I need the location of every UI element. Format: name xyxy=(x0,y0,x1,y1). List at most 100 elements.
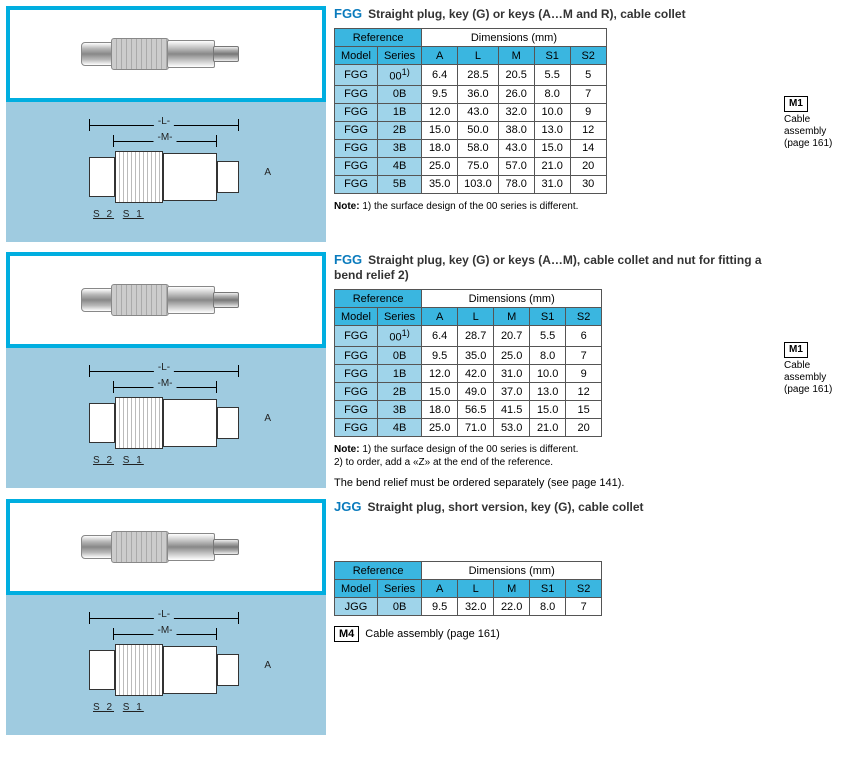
cell-value: 6 xyxy=(566,326,602,347)
cell-series: 0B xyxy=(377,85,421,103)
cell-value: 14 xyxy=(570,139,606,157)
cell-value: 6.4 xyxy=(422,65,458,86)
table-row: FGG4B25.075.057.021.020 xyxy=(335,157,607,175)
cell-value: 43.0 xyxy=(458,103,499,121)
cell-value: 43.0 xyxy=(498,139,534,157)
cell-value: 12.0 xyxy=(422,103,458,121)
table-row: FGG0B9.535.025.08.07 xyxy=(335,347,602,365)
table-row: FGG001)6.428.520.55.55 xyxy=(335,65,607,86)
cell-value: 32.0 xyxy=(458,598,494,616)
cell-value: 5.5 xyxy=(530,326,566,347)
cell-value: 9.5 xyxy=(422,347,458,365)
product-title: Straight plug, key (G) or keys (A…M), ca… xyxy=(334,253,762,282)
cell-model: FGG xyxy=(335,121,378,139)
cell-value: 10.0 xyxy=(534,103,570,121)
cell-value: 13.0 xyxy=(534,121,570,139)
assembly-tag: M1 xyxy=(784,342,808,358)
note: Note: 1) the surface design of the 00 se… xyxy=(334,443,778,469)
spec-table: ReferenceDimensions (mm)ModelSeriesALMS1… xyxy=(334,561,602,616)
th-dimcol: M xyxy=(494,308,530,326)
table-row: FGG001)6.428.720.75.56 xyxy=(335,326,602,347)
cell-value: 36.0 xyxy=(458,85,499,103)
cell-value: 15.0 xyxy=(422,383,458,401)
cell-model: FGG xyxy=(335,139,378,157)
th-dimensions: Dimensions (mm) xyxy=(422,290,602,308)
assembly-tag: M4 xyxy=(334,626,359,642)
cell-model: FGG xyxy=(335,419,378,437)
cell-value: 15.0 xyxy=(530,401,566,419)
cell-series: 2B xyxy=(377,383,421,401)
spec-table: ReferenceDimensions (mm)ModelSeriesALMS1… xyxy=(334,289,602,437)
table-row: FGG1B12.043.032.010.09 xyxy=(335,103,607,121)
cell-value: 35.0 xyxy=(422,175,458,193)
cell-value: 5 xyxy=(570,65,606,86)
cell-series: 001) xyxy=(377,65,421,86)
cell-value: 9.5 xyxy=(422,85,458,103)
product-title: Straight plug, key (G) or keys (A…M and … xyxy=(368,7,685,21)
connector-drawing: -L--M-AS 2 S 1 xyxy=(61,363,271,473)
cell-value: 7 xyxy=(566,598,602,616)
cell-value: 9.5 xyxy=(422,598,458,616)
cell-value: 22.0 xyxy=(494,598,530,616)
spec-table: ReferenceDimensions (mm)ModelSeriesALMS1… xyxy=(334,28,607,194)
cell-model: FGG xyxy=(335,326,378,347)
th-model: Model xyxy=(335,580,378,598)
connector-drawing: -L--M-AS 2 S 1 xyxy=(61,117,271,227)
cell-value: 32.0 xyxy=(498,103,534,121)
th-reference: Reference xyxy=(335,562,422,580)
table-row: FGG1B12.042.031.010.09 xyxy=(335,365,602,383)
assembly-tag: M1 xyxy=(784,96,808,112)
cell-value: 53.0 xyxy=(494,419,530,437)
cell-series: 1B xyxy=(377,103,421,121)
cell-value: 9 xyxy=(570,103,606,121)
cell-value: 12 xyxy=(566,383,602,401)
cell-series: 3B xyxy=(377,139,421,157)
cell-model: FGG xyxy=(335,65,378,86)
cell-value: 9 xyxy=(566,365,602,383)
cell-value: 15 xyxy=(566,401,602,419)
table-row: JGG0B9.532.022.08.07 xyxy=(335,598,602,616)
cell-series: 1B xyxy=(377,365,421,383)
th-dimcol: S1 xyxy=(534,47,570,65)
th-dimcol: M xyxy=(498,47,534,65)
cell-value: 21.0 xyxy=(530,419,566,437)
cell-value: 75.0 xyxy=(458,157,499,175)
th-dimcol: S1 xyxy=(530,308,566,326)
cell-series: 2B xyxy=(377,121,421,139)
cell-model: FGG xyxy=(335,365,378,383)
cell-value: 25.0 xyxy=(422,157,458,175)
cell-value: 26.0 xyxy=(498,85,534,103)
cell-value: 38.0 xyxy=(498,121,534,139)
cell-value: 10.0 xyxy=(530,365,566,383)
cell-value: 71.0 xyxy=(458,419,494,437)
cell-value: 57.0 xyxy=(498,157,534,175)
cell-value: 18.0 xyxy=(422,401,458,419)
cell-value: 103.0 xyxy=(458,175,499,193)
cell-value: 50.0 xyxy=(458,121,499,139)
th-series: Series xyxy=(377,580,421,598)
th-reference: Reference xyxy=(335,29,422,47)
product-photo-box xyxy=(6,499,326,595)
cell-model: FGG xyxy=(335,157,378,175)
cell-value: 13.0 xyxy=(530,383,566,401)
product-section: -L--M-AS 2 S 1JGGStraight plug, short ve… xyxy=(6,499,844,735)
cell-value: 20.5 xyxy=(498,65,534,86)
cell-value: 8.0 xyxy=(534,85,570,103)
cell-series: 0B xyxy=(377,347,421,365)
cell-model: FGG xyxy=(335,103,378,121)
cell-series: 5B xyxy=(377,175,421,193)
cell-value: 35.0 xyxy=(458,347,494,365)
product-drawing-box: -L--M-AS 2 S 1 xyxy=(6,348,326,488)
cell-value: 20 xyxy=(566,419,602,437)
cell-series: 4B xyxy=(377,157,421,175)
table-row: FGG3B18.056.541.515.015 xyxy=(335,401,602,419)
extra-note: The bend relief must be ordered separate… xyxy=(334,477,778,489)
cell-model: FGG xyxy=(335,175,378,193)
product-drawing-box: -L--M-AS 2 S 1 xyxy=(6,102,326,242)
th-series: Series xyxy=(377,308,421,326)
product-code: FGG xyxy=(334,6,368,21)
cell-value: 56.5 xyxy=(458,401,494,419)
section-heading: FGGStraight plug, key (G) or keys (A…M a… xyxy=(334,6,778,22)
cell-value: 25.0 xyxy=(422,419,458,437)
product-code: JGG xyxy=(334,499,367,514)
